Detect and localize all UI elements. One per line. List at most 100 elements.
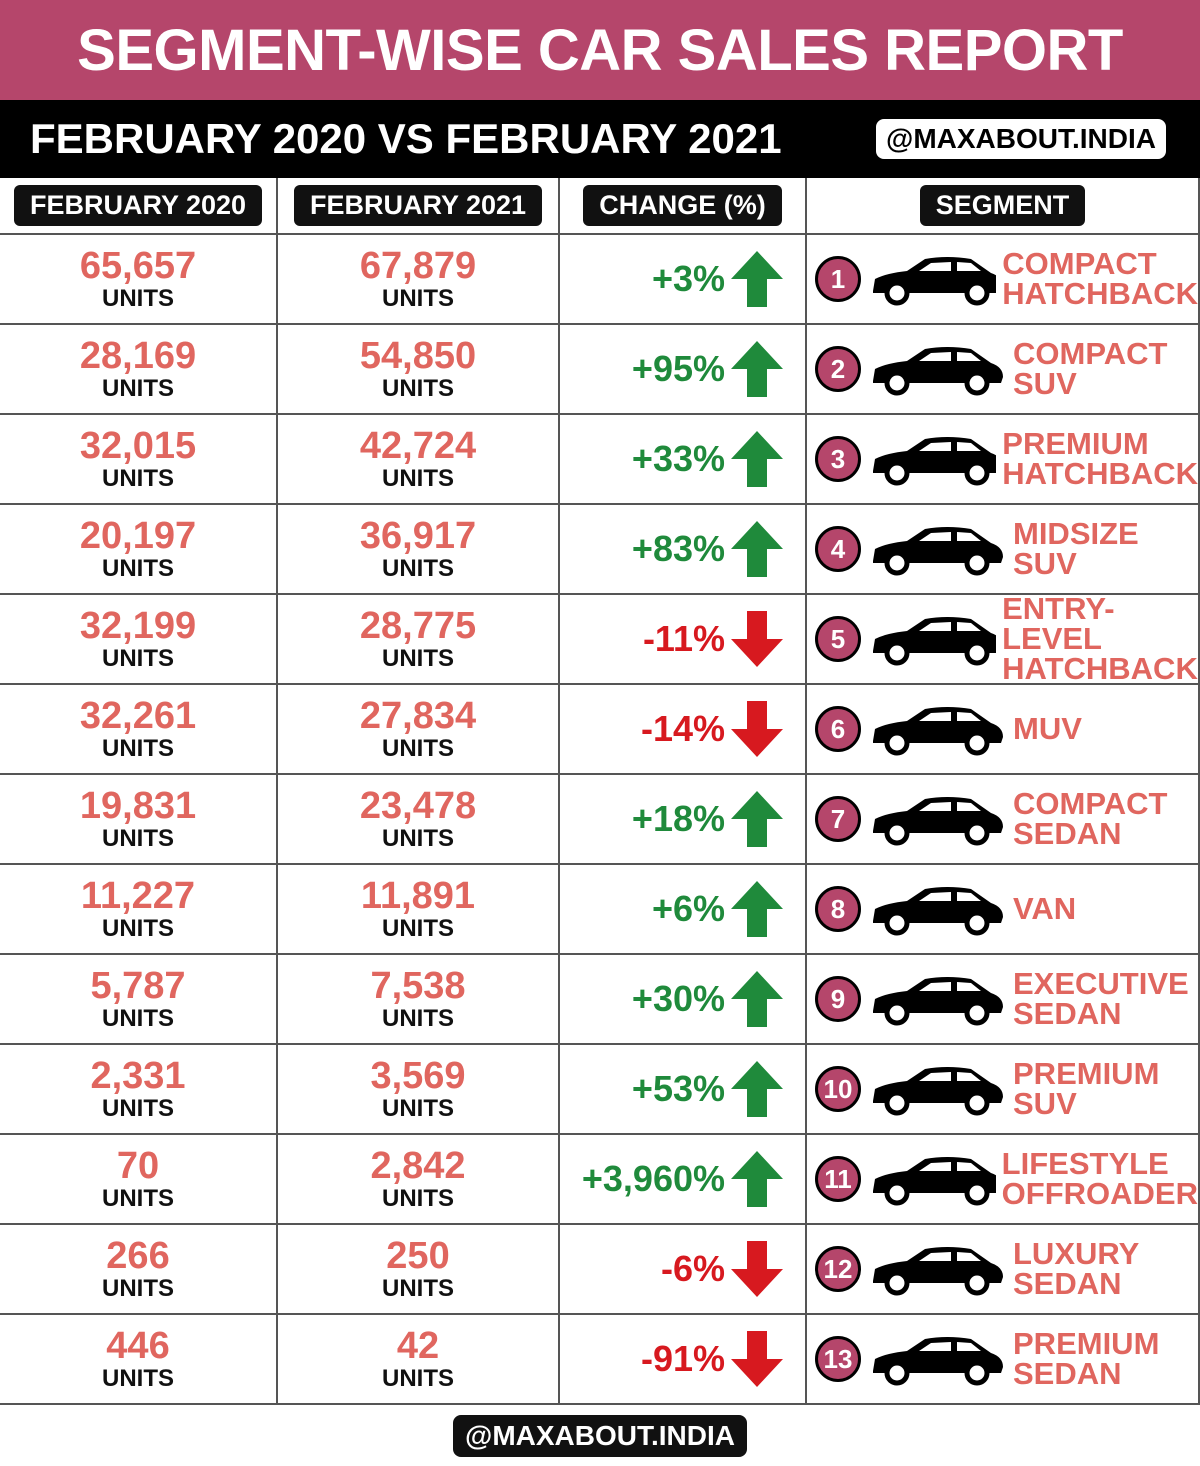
column-header: FEBRUARY 2020	[0, 178, 278, 235]
car-wheel	[964, 1090, 990, 1116]
units-value: 2,842	[370, 1145, 466, 1187]
arrow-down	[731, 1331, 783, 1387]
arrow-up	[731, 341, 783, 397]
car-icon	[873, 437, 997, 486]
segment-line: MUV	[1013, 711, 1082, 746]
change-cell: +18%	[560, 775, 807, 865]
rank-badge: 11	[815, 1156, 861, 1202]
units-label: UNITS	[382, 645, 454, 672]
change-cell: -11%	[560, 595, 807, 685]
segment-line: LUXURY	[1013, 1236, 1140, 1271]
segment-name: LIFESTYLE OFFROADER	[1002, 1148, 1198, 1209]
car-window	[919, 1342, 981, 1351]
units-value: 446	[106, 1325, 170, 1367]
arrow-shape	[731, 1061, 783, 1117]
arrow-shape	[731, 1241, 783, 1297]
units-cell: 36,917 UNITS	[278, 505, 560, 595]
units-cell: 32,261 UNITS	[0, 685, 278, 775]
arrow-shape	[731, 611, 783, 667]
units-value: 3,569	[370, 1055, 466, 1097]
units-label: UNITS	[102, 555, 174, 582]
change-value: +18%	[631, 798, 725, 839]
units-label: UNITS	[382, 825, 454, 852]
car-wheel	[884, 1000, 910, 1026]
car-window	[919, 982, 981, 991]
segment-cell: 4 MIDSIZE SUV	[807, 505, 1200, 595]
units-cell: 20,197 UNITS	[0, 505, 278, 595]
units-label: UNITS	[102, 1095, 174, 1122]
units-value: 2,331	[90, 1055, 186, 1097]
units-value: 27,834	[359, 695, 477, 737]
segment-name: COMPACT SUV	[1013, 338, 1167, 401]
change-value: +3,960%	[581, 1158, 725, 1199]
car-wheel	[964, 910, 990, 936]
car-wheel	[964, 820, 990, 846]
units-cell: 7,538 UNITS	[278, 955, 560, 1045]
segment-line: SUV	[1013, 1086, 1077, 1121]
segment-line: SEDAN	[1013, 996, 1122, 1031]
units-value: 11,891	[360, 875, 476, 917]
segment-cell: 8 VAN	[807, 865, 1200, 955]
units-label: UNITS	[102, 1365, 174, 1392]
car-wheel	[884, 820, 910, 846]
segment-name: MUV	[1013, 711, 1082, 746]
arrow-up	[731, 431, 783, 487]
segment-line: HATCHBACK	[1002, 276, 1198, 311]
segment-name: PREMIUM SUV	[1013, 1058, 1159, 1121]
units-label: UNITS	[102, 285, 174, 312]
car-wheel	[884, 1360, 910, 1386]
column-header: SEGMENT	[807, 178, 1200, 235]
arrow-shape	[731, 431, 783, 487]
units-label: UNITS	[102, 1275, 174, 1302]
car-wheel	[884, 1180, 910, 1206]
change-cell: +6%	[560, 865, 807, 955]
units-value: 20,197	[79, 515, 197, 557]
units-cell: 70 UNITS	[0, 1135, 278, 1225]
units-cell: 67,879 UNITS	[278, 235, 560, 325]
units-value: 70	[116, 1145, 160, 1187]
column-label: CHANGE (%)	[583, 185, 782, 226]
arrow-down	[731, 701, 783, 757]
rank-badge: 7	[815, 796, 861, 842]
car-window	[919, 262, 981, 271]
rank-badge: 5	[815, 616, 861, 662]
units-label: UNITS	[102, 1185, 174, 1212]
car-wheel	[964, 1360, 990, 1386]
rank-badge: 12	[815, 1246, 861, 1292]
units-value: 67,879	[359, 245, 477, 287]
change-cell: -91%	[560, 1315, 807, 1405]
footer-handle: @MAXABOUT.INDIA	[453, 1414, 747, 1457]
change-cell: -14%	[560, 685, 807, 775]
change-value: +30%	[631, 978, 725, 1019]
handle: @MAXABOUT.INDIA	[876, 119, 1166, 159]
segment-name: LUXURY SEDAN	[1013, 1236, 1140, 1299]
car-wheel	[884, 460, 910, 486]
title: SEGMENT-WISE CAR SALES REPORT	[0, 0, 1200, 100]
segment-name: VAN	[1013, 893, 1076, 924]
units-label: UNITS	[382, 1365, 454, 1392]
change-value: -6%	[660, 1248, 725, 1289]
car-icon	[873, 1247, 1003, 1296]
change-cell: -6%	[560, 1225, 807, 1315]
car-icon	[873, 707, 1003, 756]
units-cell: 266 UNITS	[0, 1225, 278, 1315]
segment-cell: 3 PREMIUM HATCHBACK	[807, 415, 1200, 505]
units-label: UNITS	[102, 915, 174, 942]
units-label: UNITS	[102, 1005, 174, 1032]
arrow-shape	[731, 341, 783, 397]
units-value: 32,261	[79, 695, 197, 737]
units-label: UNITS	[382, 1185, 454, 1212]
table: FEBRUARY 2020 FEBRUARY 2021 CHANGE (%) SEGM…	[0, 178, 1200, 1405]
change-value: +53%	[631, 1068, 725, 1109]
car-icon	[873, 887, 1003, 936]
car-wheel	[884, 550, 910, 576]
segment-name: PREMIUM SEDAN	[1013, 1328, 1159, 1389]
car-icon	[873, 527, 1003, 576]
units-value: 7,538	[370, 965, 466, 1007]
rank-badge: 9	[815, 976, 861, 1022]
car-wheel	[884, 640, 910, 666]
car-wheel	[964, 640, 990, 666]
units-cell: 19,831 UNITS	[0, 775, 278, 865]
segment-line: SUV	[1013, 366, 1077, 401]
